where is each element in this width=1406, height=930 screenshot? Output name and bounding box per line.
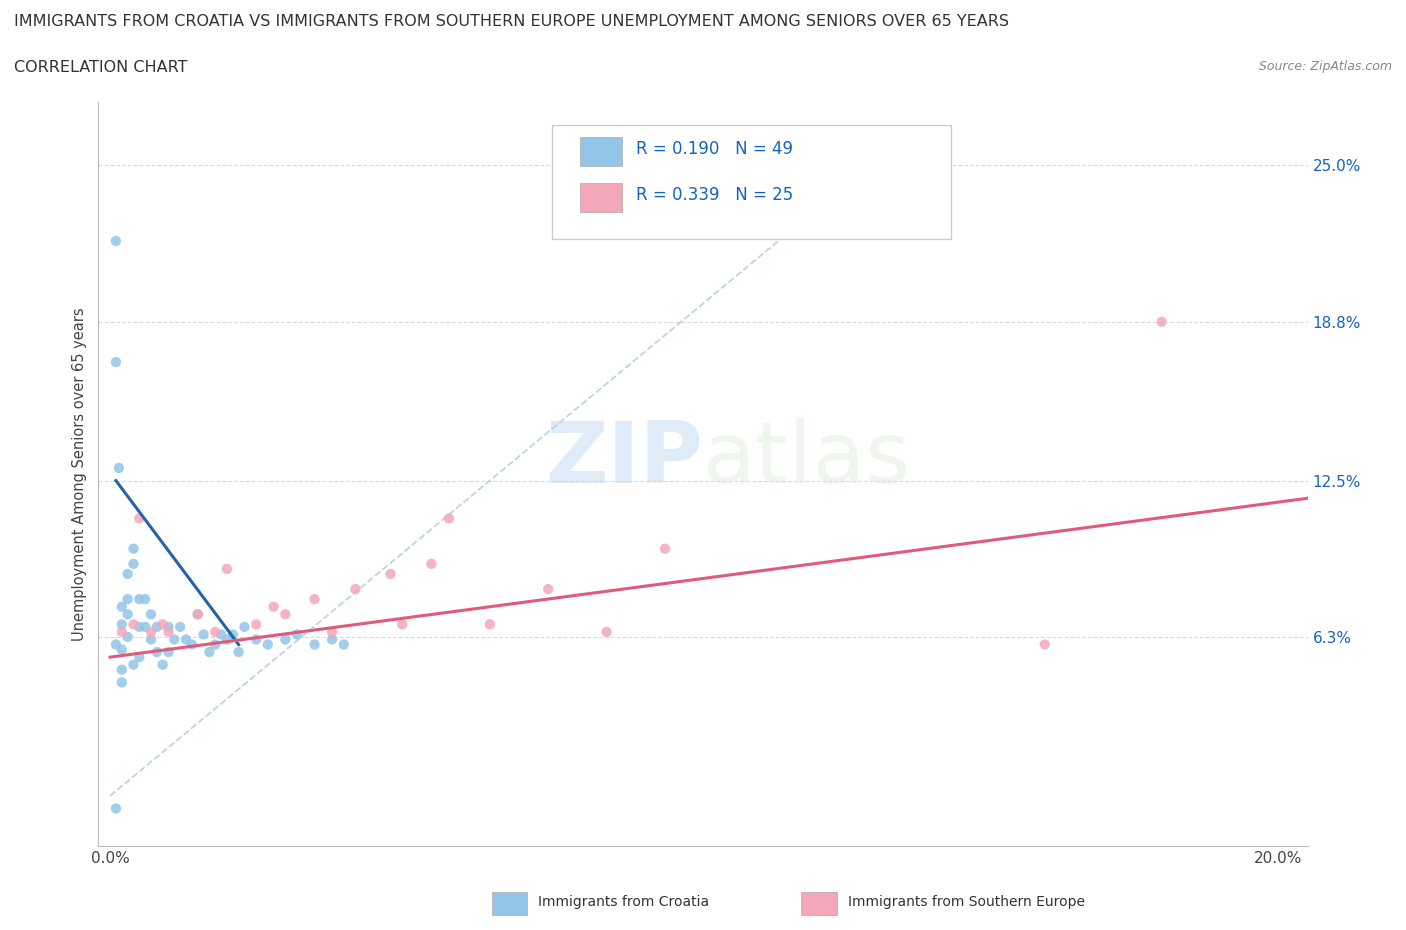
- Point: [304, 637, 326, 652]
- Point: [157, 619, 180, 634]
- Point: [111, 617, 134, 631]
- Point: [117, 607, 139, 622]
- Point: [139, 632, 162, 647]
- FancyBboxPatch shape: [579, 138, 621, 166]
- FancyBboxPatch shape: [579, 183, 621, 212]
- Point: [128, 619, 150, 634]
- Point: [117, 591, 139, 606]
- Point: [263, 599, 285, 614]
- Point: [274, 632, 297, 647]
- FancyBboxPatch shape: [801, 892, 837, 915]
- Point: [157, 624, 180, 639]
- Point: [134, 591, 156, 606]
- Point: [304, 591, 326, 606]
- Point: [139, 624, 162, 639]
- Point: [134, 619, 156, 634]
- Point: [122, 556, 145, 571]
- Point: [111, 642, 134, 657]
- FancyBboxPatch shape: [492, 892, 527, 915]
- Point: [104, 637, 127, 652]
- Point: [391, 617, 413, 631]
- Point: [245, 632, 267, 647]
- Point: [256, 637, 278, 652]
- Text: IMMIGRANTS FROM CROATIA VS IMMIGRANTS FROM SOUTHERN EUROPE UNEMPLOYMENT AMONG SE: IMMIGRANTS FROM CROATIA VS IMMIGRANTS FR…: [14, 14, 1010, 29]
- Point: [1033, 637, 1056, 652]
- Text: R = 0.190   N = 49: R = 0.190 N = 49: [637, 140, 793, 158]
- Point: [152, 658, 174, 672]
- Point: [111, 624, 134, 639]
- Point: [128, 511, 150, 525]
- Text: Source: ZipAtlas.com: Source: ZipAtlas.com: [1258, 60, 1392, 73]
- Point: [344, 581, 367, 596]
- Point: [1150, 314, 1173, 329]
- Point: [157, 644, 180, 659]
- Point: [108, 460, 131, 475]
- Point: [437, 511, 460, 525]
- Text: R = 0.339   N = 25: R = 0.339 N = 25: [637, 186, 794, 205]
- Point: [163, 632, 186, 647]
- Point: [222, 627, 245, 642]
- Point: [420, 556, 443, 571]
- Point: [209, 627, 232, 642]
- Point: [285, 627, 308, 642]
- Point: [380, 566, 402, 581]
- Point: [228, 644, 250, 659]
- Point: [321, 632, 343, 647]
- Point: [146, 619, 169, 634]
- Point: [245, 617, 267, 631]
- Text: CORRELATION CHART: CORRELATION CHART: [14, 60, 187, 75]
- Point: [595, 624, 617, 639]
- Point: [128, 591, 150, 606]
- Point: [111, 675, 134, 690]
- Point: [152, 617, 174, 631]
- Point: [215, 632, 238, 647]
- Point: [139, 607, 162, 622]
- Text: Immigrants from Croatia: Immigrants from Croatia: [538, 895, 710, 909]
- Point: [122, 617, 145, 631]
- Point: [274, 607, 297, 622]
- Point: [104, 233, 127, 248]
- Point: [193, 627, 215, 642]
- Point: [128, 650, 150, 665]
- Point: [111, 662, 134, 677]
- Point: [104, 801, 127, 816]
- Point: [122, 658, 145, 672]
- Point: [321, 624, 343, 639]
- Text: ZIP: ZIP: [546, 418, 703, 501]
- Point: [187, 607, 209, 622]
- Point: [104, 354, 127, 369]
- Point: [146, 644, 169, 659]
- Point: [187, 607, 209, 622]
- Point: [654, 541, 676, 556]
- Text: atlas: atlas: [703, 418, 911, 501]
- Point: [111, 599, 134, 614]
- Point: [198, 644, 221, 659]
- FancyBboxPatch shape: [551, 125, 950, 239]
- Point: [117, 630, 139, 644]
- Point: [537, 581, 560, 596]
- Point: [478, 617, 501, 631]
- Point: [117, 566, 139, 581]
- Point: [169, 619, 191, 634]
- Point: [215, 562, 238, 577]
- Point: [180, 637, 202, 652]
- Text: Immigrants from Southern Europe: Immigrants from Southern Europe: [848, 895, 1085, 909]
- Point: [204, 637, 226, 652]
- Point: [122, 541, 145, 556]
- Y-axis label: Unemployment Among Seniors over 65 years: Unemployment Among Seniors over 65 years: [72, 308, 87, 641]
- Point: [332, 637, 354, 652]
- Point: [204, 624, 226, 639]
- Point: [174, 632, 197, 647]
- Point: [233, 619, 256, 634]
